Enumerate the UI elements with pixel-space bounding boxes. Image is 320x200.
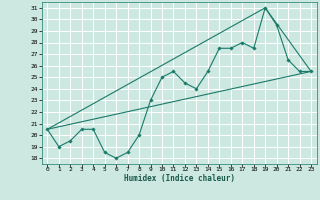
X-axis label: Humidex (Indice chaleur): Humidex (Indice chaleur)	[124, 174, 235, 183]
